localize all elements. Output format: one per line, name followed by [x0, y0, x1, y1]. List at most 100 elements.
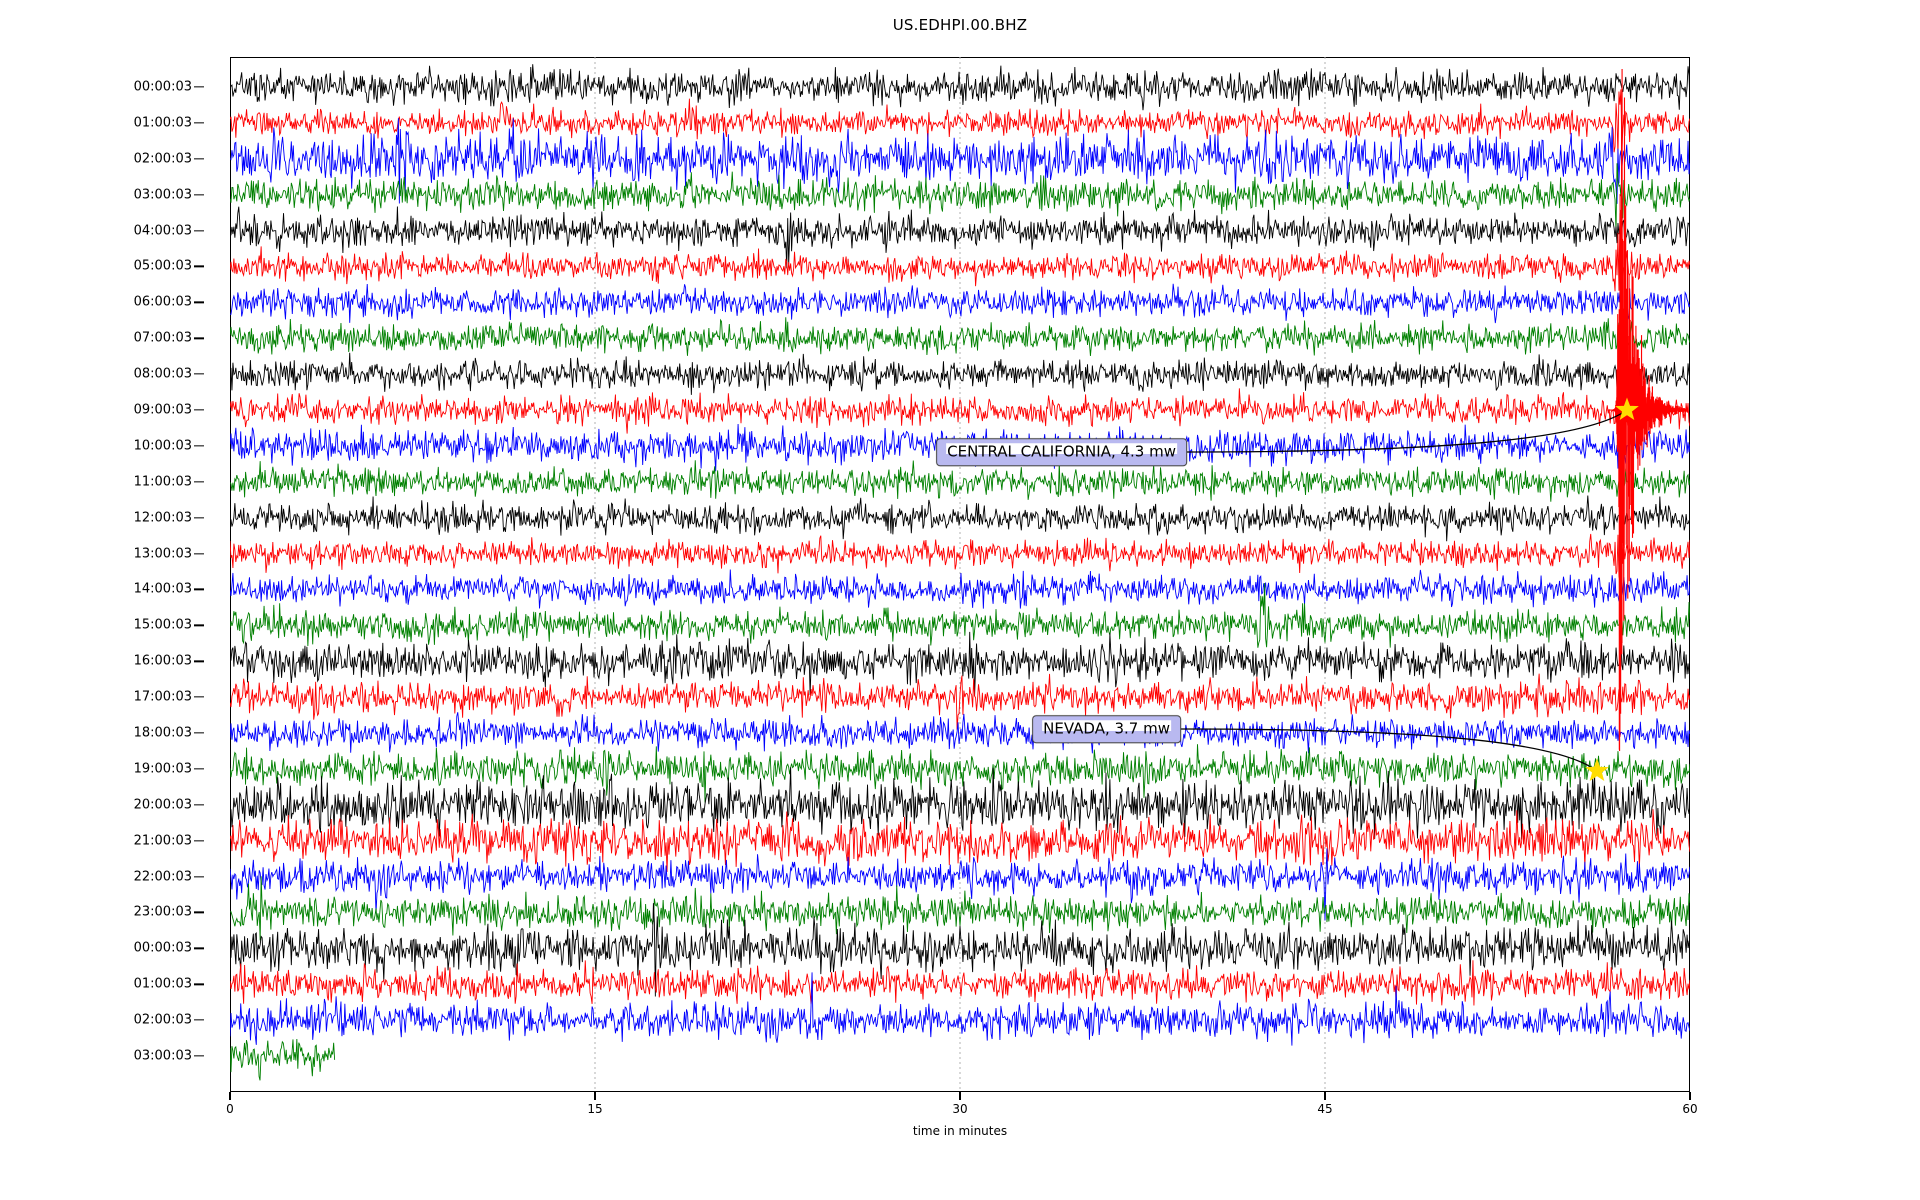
- y-axis-tick-mark: [194, 194, 204, 196]
- waveform-trace: [230, 352, 1690, 395]
- waveform-trace: [230, 163, 1690, 233]
- y-axis-tick-mark: [194, 732, 204, 734]
- y-axis-tick-mark: [194, 445, 204, 447]
- y-axis-tick-mark: [194, 373, 204, 375]
- y-axis-tick-label: 02:00:03: [133, 151, 192, 167]
- x-axis-tick-mark: [959, 1092, 961, 1100]
- y-axis-tick-label: 13:00:03: [133, 546, 192, 562]
- y-axis-tick-label: 03:00:03: [133, 187, 192, 203]
- y-axis-tick-label: 16:00:03: [133, 653, 192, 669]
- plot-area: [230, 57, 1690, 1092]
- y-axis-tick-label: 11:00:03: [133, 474, 192, 490]
- y-axis-tick-label: 18:00:03: [133, 725, 192, 741]
- waveform-trace: [230, 89, 1690, 155]
- x-axis-tick-label: 0: [226, 1102, 234, 1116]
- event-annotation-text: NEVADA, 3.7 mw: [1042, 719, 1171, 738]
- y-axis-tick-mark: [194, 158, 204, 160]
- y-axis-tick-label: 07:00:03: [133, 330, 192, 346]
- y-axis-tick-mark: [194, 1019, 204, 1021]
- y-axis-tick-mark: [194, 804, 204, 806]
- waveform-trace: [230, 673, 1690, 730]
- x-axis-tick-label: 45: [1317, 1102, 1333, 1116]
- waveform-trace: [230, 206, 1690, 269]
- event-annotation-label[interactable]: CENTRAL CALIFORNIA, 4.3 mw: [936, 438, 1187, 466]
- y-axis-tick-mark: [194, 768, 204, 770]
- waveform-trace: [230, 1039, 336, 1081]
- y-axis-tick-label: 04:00:03: [133, 223, 192, 239]
- y-axis-tick-label: 01:00:03: [133, 115, 192, 131]
- y-axis-tick-label: 03:00:03: [133, 1048, 192, 1064]
- y-axis-tick-mark: [194, 552, 204, 555]
- waveform-trace: [230, 809, 1690, 873]
- waveform-trace: [230, 631, 1690, 697]
- x-axis-label: time in minutes: [912, 1124, 1008, 1138]
- y-axis-tick-mark: [194, 947, 204, 950]
- y-axis-tick-label: 20:00:03: [133, 797, 192, 813]
- y-axis-tick-mark: [194, 696, 204, 698]
- y-axis-tick-label: 08:00:03: [133, 366, 192, 382]
- waveform-trace: [230, 276, 1690, 329]
- waveform-trace: [230, 767, 1690, 840]
- waveform-traces: [230, 64, 1690, 1081]
- y-axis-tick-label: 10:00:03: [133, 438, 192, 454]
- y-axis-tick-mark: [194, 911, 204, 914]
- y-axis-tick-mark: [194, 481, 204, 483]
- y-axis-tick-mark: [194, 229, 204, 232]
- x-axis-tick-label: 60: [1682, 1102, 1698, 1116]
- x-axis-tick-mark: [1689, 1092, 1691, 1100]
- event-annotation-text: CENTRAL CALIFORNIA, 4.3 mw: [946, 442, 1177, 461]
- y-axis-tick-mark: [194, 875, 204, 878]
- y-axis-tick-mark: [194, 624, 204, 627]
- y-axis-tick-mark: [194, 409, 204, 411]
- x-axis-ticks: 0 15 30 45 60: [226, 1092, 1698, 1132]
- y-axis-tick-label: 12:00:03: [133, 510, 192, 526]
- main-earthquake-waveform: [1607, 69, 1689, 751]
- x-axis-tick-label: 30: [952, 1102, 968, 1116]
- waveform-trace: [230, 848, 1690, 921]
- y-axis-tick-label: 06:00:03: [133, 294, 192, 310]
- waveform-trace: [230, 903, 1690, 997]
- x-axis-tick-label: 15: [587, 1102, 603, 1116]
- waveform-trace: [230, 317, 1690, 357]
- waveform-trace: [230, 118, 1690, 204]
- y-axis-tick-label: 00:00:03: [133, 79, 192, 95]
- waveform-trace: [230, 517, 1690, 582]
- y-axis-tick-mark: [194, 122, 204, 124]
- y-axis-tick-label: 22:00:03: [133, 869, 192, 885]
- y-axis-tick-mark: [194, 840, 204, 842]
- y-axis-tick-mark: [194, 588, 204, 591]
- waveform-trace: [230, 583, 1690, 648]
- y-axis-tick-label: 15:00:03: [133, 617, 192, 633]
- y-axis-tick-mark: [194, 517, 204, 519]
- y-axis-tick-label: 23:00:03: [133, 904, 192, 920]
- y-axis-tick-label: 00:00:03: [133, 940, 192, 956]
- y-axis-tick-mark: [194, 86, 204, 88]
- y-axis-tick-mark: [194, 337, 204, 339]
- x-axis-tick-mark: [1324, 1092, 1326, 1100]
- event-annotation-label[interactable]: NEVADA, 3.7 mw: [1032, 715, 1181, 743]
- y-axis-labels: 00:00:03 01:00:03 02:00:03 03:00:03 04:00:03…: [0, 57, 230, 1092]
- y-axis-tick-mark: [194, 983, 204, 985]
- y-axis-tick-label: 02:00:03: [133, 1012, 192, 1028]
- y-axis-tick-label: 21:00:03: [133, 833, 192, 849]
- y-axis-tick-mark: [194, 301, 204, 303]
- y-axis-tick-label: 19:00:03: [133, 761, 192, 777]
- waveform-trace: [230, 64, 1690, 111]
- y-axis-tick-label: 01:00:03: [133, 976, 192, 992]
- waveform-trace: [230, 960, 1690, 1006]
- waveform-trace: [230, 460, 1690, 502]
- waveform-trace: [230, 569, 1690, 609]
- y-axis-tick-label: 09:00:03: [133, 402, 192, 418]
- y-axis-tick-label: 05:00:03: [133, 258, 192, 274]
- y-axis-tick-mark: [194, 660, 204, 662]
- waveform-trace: [230, 712, 1690, 754]
- x-axis-tick-mark: [229, 1092, 231, 1100]
- y-axis-tick-label: 14:00:03: [133, 581, 192, 597]
- waveform-trace: [230, 213, 1690, 292]
- y-axis-tick-label: 17:00:03: [133, 689, 192, 705]
- y-axis-tick-mark: [194, 265, 204, 268]
- page-title: US.EDHPI.00.BHZ: [892, 16, 1028, 34]
- y-axis-tick-mark: [194, 1055, 204, 1057]
- x-axis-tick-mark: [594, 1092, 596, 1100]
